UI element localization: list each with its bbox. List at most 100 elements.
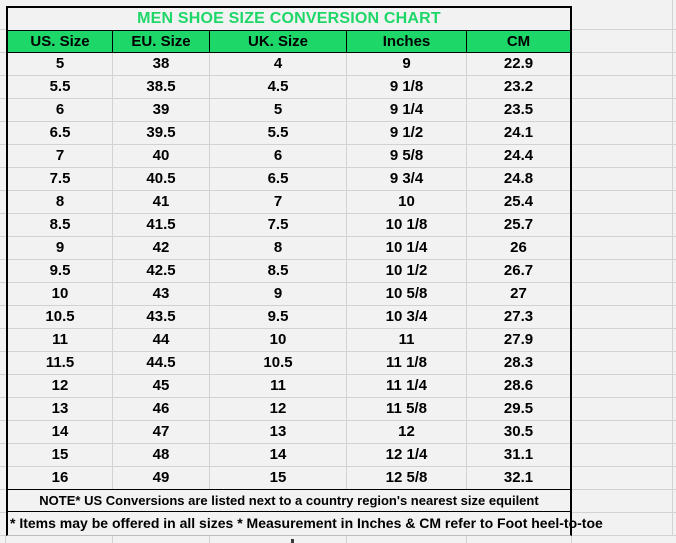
cell[interactable]: 44.5 xyxy=(112,352,209,374)
cell[interactable]: 43 xyxy=(112,283,209,305)
cell[interactable]: 12 xyxy=(51,377,69,394)
cell[interactable]: 25.7 xyxy=(466,214,570,236)
cell[interactable]: 10 5/8 xyxy=(346,283,466,305)
column-header-cm[interactable]: CM xyxy=(466,31,570,52)
column-header-inches[interactable]: Inches xyxy=(346,31,466,52)
cell[interactable]: 43.5 xyxy=(112,306,209,328)
column-header-us-size[interactable]: US. Size xyxy=(30,33,90,50)
cell[interactable]: 12 5/8 xyxy=(346,467,466,489)
cell[interactable]: 40.5 xyxy=(112,168,209,190)
cell[interactable]: 11 1/8 xyxy=(346,352,466,374)
cell[interactable]: 9 xyxy=(55,239,65,256)
cell[interactable]: 10 xyxy=(209,329,346,351)
cell[interactable]: 6 xyxy=(55,101,65,118)
cell[interactable]: 10 xyxy=(51,285,69,302)
cell[interactable]: 7 xyxy=(209,191,346,213)
cell[interactable]: 11 xyxy=(52,331,68,348)
cell[interactable]: 9 5/8 xyxy=(346,145,466,167)
cell[interactable]: 24.4 xyxy=(466,145,570,167)
cell[interactable]: 38 xyxy=(112,53,209,75)
cell[interactable]: 9 1/8 xyxy=(346,76,466,98)
cell[interactable]: 5 xyxy=(209,99,346,121)
cell[interactable]: 32.1 xyxy=(466,467,570,489)
column-header-uk-size[interactable]: UK. Size xyxy=(209,31,346,52)
cell[interactable]: 25.4 xyxy=(466,191,570,213)
cell[interactable]: 27.9 xyxy=(466,329,570,351)
cell[interactable]: 23.5 xyxy=(466,99,570,121)
cell[interactable]: 7.5 xyxy=(49,170,71,187)
cell[interactable]: 39 xyxy=(112,99,209,121)
cell[interactable]: 9.5 xyxy=(49,262,71,279)
cell[interactable]: 8 xyxy=(209,237,346,259)
cell[interactable]: 40 xyxy=(112,145,209,167)
cell[interactable]: 45 xyxy=(112,375,209,397)
cell[interactable]: 11 5/8 xyxy=(346,398,466,420)
cell[interactable]: 7.5 xyxy=(209,214,346,236)
cell[interactable]: 9.5 xyxy=(209,306,346,328)
cell[interactable]: 8.5 xyxy=(49,216,71,233)
table-title[interactable]: MEN SHOE SIZE CONVERSION CHART xyxy=(8,8,570,31)
cell[interactable]: 11 xyxy=(209,375,346,397)
cell[interactable]: 5 xyxy=(55,55,65,72)
cell[interactable]: 9 xyxy=(346,53,466,75)
cell[interactable]: 23.2 xyxy=(466,76,570,98)
cell[interactable]: 41.5 xyxy=(112,214,209,236)
cell[interactable]: 42.5 xyxy=(112,260,209,282)
cell[interactable]: 13 xyxy=(51,400,69,417)
cell[interactable]: 28.6 xyxy=(466,375,570,397)
cell[interactable]: 6.5 xyxy=(49,124,71,141)
cell[interactable]: 11.5 xyxy=(45,354,75,371)
cell[interactable]: 10 1/4 xyxy=(346,237,466,259)
cell[interactable]: 10 3/4 xyxy=(346,306,466,328)
cell[interactable]: 26.7 xyxy=(466,260,570,282)
cell[interactable]: 14 xyxy=(209,444,346,466)
cell[interactable]: 41 xyxy=(112,191,209,213)
cell[interactable]: 8 xyxy=(55,193,65,210)
cell[interactable]: 29.5 xyxy=(466,398,570,420)
cell[interactable]: 27.3 xyxy=(466,306,570,328)
cell[interactable]: 12 xyxy=(209,398,346,420)
cell[interactable]: 24.1 xyxy=(466,122,570,144)
cell[interactable]: 49 xyxy=(112,467,209,489)
cell[interactable]: 4 xyxy=(209,53,346,75)
cell[interactable]: 28.3 xyxy=(466,352,570,374)
cell[interactable]: 42 xyxy=(112,237,209,259)
cell[interactable]: 11 1/4 xyxy=(346,375,466,397)
cell[interactable]: 12 xyxy=(346,421,466,443)
cell[interactable]: 9 1/2 xyxy=(346,122,466,144)
cell[interactable]: 15 xyxy=(209,467,346,489)
cell[interactable]: 15 xyxy=(51,446,69,463)
cell[interactable]: 9 xyxy=(209,283,346,305)
cell[interactable]: 11 xyxy=(346,329,466,351)
cell[interactable]: 12 1/4 xyxy=(346,444,466,466)
empty-right-column[interactable] xyxy=(572,0,676,543)
note-row-1[interactable]: NOTE* US Conversions are listed next to … xyxy=(8,490,570,512)
cell[interactable]: 4.5 xyxy=(209,76,346,98)
cell[interactable]: 46 xyxy=(112,398,209,420)
cell[interactable]: 6 xyxy=(209,145,346,167)
cell[interactable]: 8.5 xyxy=(209,260,346,282)
cell[interactable]: 10 1/8 xyxy=(346,214,466,236)
cell[interactable]: 5.5 xyxy=(49,78,71,95)
cell[interactable]: 10.5 xyxy=(209,352,346,374)
cell[interactable]: 6.5 xyxy=(209,168,346,190)
cell[interactable]: 9 1/4 xyxy=(346,99,466,121)
cell[interactable]: 30.5 xyxy=(466,421,570,443)
cell[interactable]: 9 3/4 xyxy=(346,168,466,190)
column-header-eu-size[interactable]: EU. Size xyxy=(112,31,209,52)
cell[interactable]: 5.5 xyxy=(209,122,346,144)
cell[interactable]: 10 1/2 xyxy=(346,260,466,282)
cell[interactable]: 44 xyxy=(112,329,209,351)
cell[interactable]: 10.5 xyxy=(45,308,75,325)
cell[interactable]: 39.5 xyxy=(112,122,209,144)
cell[interactable]: 24.8 xyxy=(466,168,570,190)
cell[interactable]: 10 xyxy=(346,191,466,213)
cell[interactable]: 38.5 xyxy=(112,76,209,98)
cell[interactable]: 26 xyxy=(466,237,570,259)
cell[interactable]: 27 xyxy=(466,283,570,305)
cell[interactable]: 47 xyxy=(112,421,209,443)
cell[interactable]: 16 xyxy=(51,469,69,486)
cell[interactable]: 13 xyxy=(209,421,346,443)
note-row-2[interactable]: * Items may be offered in all sizes * Me… xyxy=(8,512,603,535)
cell[interactable]: 14 xyxy=(51,423,69,440)
